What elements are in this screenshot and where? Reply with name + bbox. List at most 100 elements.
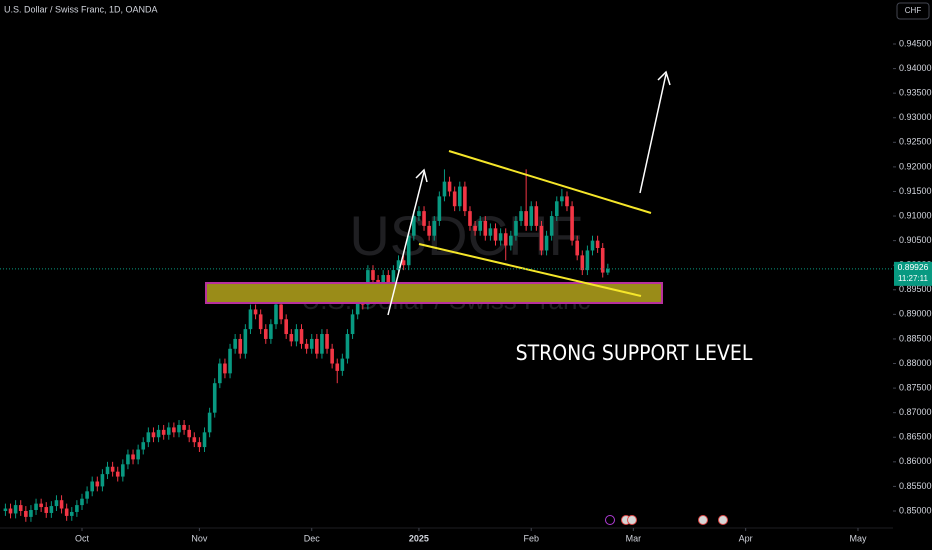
candle-body xyxy=(238,338,243,354)
channel-bottom xyxy=(418,243,642,297)
candle-body xyxy=(539,225,544,251)
candle-body xyxy=(335,363,340,371)
candle-body xyxy=(570,206,574,241)
candle-body xyxy=(274,304,278,325)
y-tick-label: 0.89500 xyxy=(899,284,932,294)
candle-body xyxy=(345,334,350,359)
candle-body xyxy=(554,201,559,217)
candle-body xyxy=(330,348,334,364)
watermark: USDCHF xyxy=(349,204,582,267)
candle-body xyxy=(488,228,493,236)
candle-body xyxy=(427,225,431,236)
candle-body xyxy=(355,299,360,315)
candle-body xyxy=(39,503,43,508)
candle-body xyxy=(544,235,549,251)
y-tick-label: 0.93000 xyxy=(899,112,932,122)
countdown: 11:27:11 xyxy=(898,274,929,283)
candle-body xyxy=(263,329,268,339)
candle-body xyxy=(284,319,288,335)
candle-body xyxy=(136,449,140,460)
candle-body xyxy=(452,191,457,207)
candle-body xyxy=(309,338,314,349)
candle-body xyxy=(80,498,84,506)
symbol-header: U.S. Dollar / Swiss Franc, 1D, OANDA xyxy=(4,4,158,14)
currency-box[interactable] xyxy=(896,2,930,20)
currency[interactable]: CHF xyxy=(905,6,922,15)
candle-body xyxy=(59,500,64,509)
candle-body xyxy=(115,471,120,477)
candle-body xyxy=(44,507,49,513)
candle-body xyxy=(202,432,207,448)
candle-body xyxy=(315,338,319,354)
y-tick-label: 0.92500 xyxy=(899,137,932,147)
candle-body xyxy=(565,196,569,207)
y-tick-label: 0.93500 xyxy=(899,88,932,98)
x-tick-label: May xyxy=(849,533,867,543)
candle-body xyxy=(172,427,176,433)
candle-body xyxy=(549,216,554,236)
candle-body xyxy=(585,250,590,271)
candle-body xyxy=(187,429,191,438)
candle-body xyxy=(463,186,467,212)
candle-body xyxy=(54,500,59,507)
candle-body xyxy=(503,233,508,246)
annotation: STRONG SUPPORT LEVEL xyxy=(516,341,753,365)
y-tick-label: 0.91500 xyxy=(899,186,932,196)
candle-body xyxy=(371,270,375,280)
candle-body xyxy=(207,412,212,433)
candle-body xyxy=(590,240,595,251)
price-label-box xyxy=(894,261,932,286)
y-tick-label: 0.85500 xyxy=(899,481,932,491)
candle-body xyxy=(468,211,472,226)
candle-body xyxy=(34,503,38,511)
candle-body xyxy=(340,358,345,371)
arrow-up xyxy=(387,171,425,316)
candle-body xyxy=(447,181,452,192)
candle-body xyxy=(146,432,151,443)
candle-body xyxy=(248,309,253,330)
candle-body xyxy=(161,429,166,435)
candle-body xyxy=(75,505,79,512)
candle-body xyxy=(258,314,263,330)
candle-body xyxy=(218,363,222,384)
candle-body xyxy=(304,343,309,349)
candle-body xyxy=(350,314,355,335)
event-icon xyxy=(718,515,728,525)
candle-body xyxy=(417,211,421,217)
candle-body xyxy=(100,474,105,487)
candle-body xyxy=(228,348,232,374)
candle-body xyxy=(279,304,283,320)
candle-body xyxy=(18,505,23,511)
candle-body xyxy=(606,268,610,273)
candle-body xyxy=(560,196,564,202)
candle-body xyxy=(289,334,294,342)
candle-body xyxy=(325,334,329,349)
candle-body xyxy=(478,220,482,231)
candle-body xyxy=(126,454,130,465)
candle-body xyxy=(212,383,217,413)
support-zone xyxy=(205,282,663,304)
candle-body xyxy=(269,324,273,339)
candle-body xyxy=(13,505,18,514)
arrow-up xyxy=(639,73,667,194)
x-tick-label: Oct xyxy=(75,533,90,543)
candle-body xyxy=(90,481,94,492)
candle-body xyxy=(442,181,447,197)
y-tick-label: 0.88500 xyxy=(899,333,932,343)
y-tick-label: 0.87000 xyxy=(899,407,932,417)
y-tick-label: 0.91000 xyxy=(899,210,932,220)
arrow-head xyxy=(415,168,428,183)
y-tick-label: 0.86500 xyxy=(899,432,932,442)
candle-body xyxy=(49,506,54,513)
candle-body xyxy=(432,220,437,236)
y-tick-label: 0.89000 xyxy=(899,309,932,319)
candle-body xyxy=(595,240,600,248)
y-tick-label: 0.92000 xyxy=(899,161,932,171)
candle-body xyxy=(182,424,186,430)
y-tick-label: 0.94000 xyxy=(899,63,932,73)
candle-body xyxy=(386,275,391,285)
candle-body xyxy=(437,196,442,221)
